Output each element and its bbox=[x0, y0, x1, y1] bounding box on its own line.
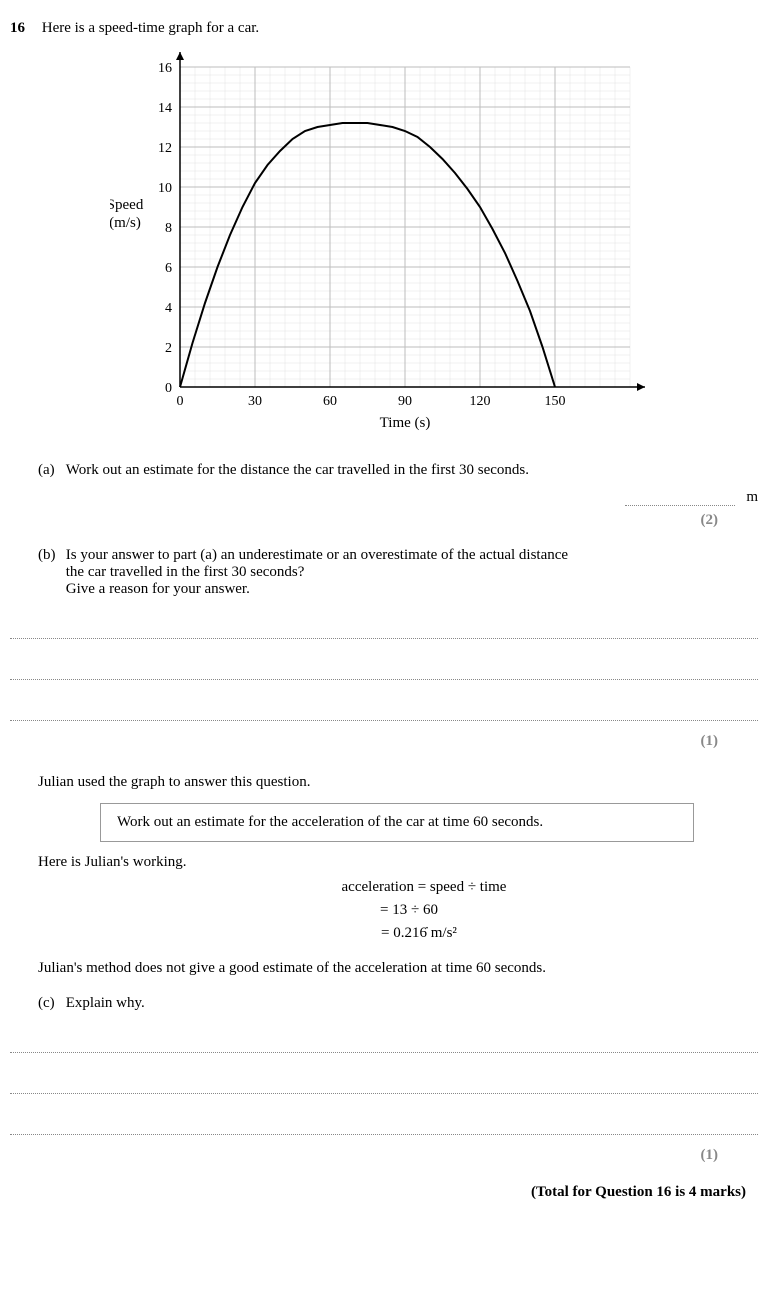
part-a-marks: (2) bbox=[10, 512, 718, 529]
answer-line-3[interactable] bbox=[10, 692, 758, 721]
answer-line-4[interactable] bbox=[10, 1024, 758, 1053]
svg-text:150: 150 bbox=[545, 394, 566, 409]
part-b-marks: (1) bbox=[10, 733, 718, 750]
part-c-letter: (c) bbox=[38, 995, 62, 1012]
svg-text:2: 2 bbox=[165, 341, 172, 356]
julian-intro: Julian used the graph to answer this que… bbox=[38, 774, 758, 791]
svg-text:14: 14 bbox=[158, 101, 172, 116]
answer-blank[interactable] bbox=[625, 490, 735, 506]
total-marks: (Total for Question 16 is 4 marks) bbox=[10, 1184, 746, 1201]
boxed-question: Work out an estimate for the acceleratio… bbox=[100, 803, 694, 842]
svg-text:12: 12 bbox=[158, 141, 172, 156]
part-b-text: Is your answer to part (a) an underestim… bbox=[66, 547, 756, 598]
answer-line-1[interactable] bbox=[10, 610, 758, 639]
svg-text:6: 6 bbox=[165, 261, 172, 276]
question-number: 16 bbox=[10, 20, 38, 37]
part-a-answer-line: m bbox=[10, 489, 758, 506]
working-line-2: = 13 ÷ 60 bbox=[10, 902, 758, 919]
svg-text:60: 60 bbox=[323, 394, 337, 409]
svg-text:10: 10 bbox=[158, 181, 172, 196]
svg-text:Time (s): Time (s) bbox=[380, 415, 431, 431]
svg-text:0: 0 bbox=[177, 394, 184, 409]
part-c: (c) Explain why. bbox=[38, 995, 758, 1012]
svg-text:90: 90 bbox=[398, 394, 412, 409]
svg-text:8: 8 bbox=[165, 221, 172, 236]
working-line-1: acceleration = speed ÷ time bbox=[10, 879, 758, 896]
part-a: (a) Work out an estimate for the distanc… bbox=[38, 462, 758, 479]
intro-text: Here is a speed-time graph for a car. bbox=[42, 20, 259, 37]
answer-line-6[interactable] bbox=[10, 1106, 758, 1135]
svg-text:Speed: Speed bbox=[110, 197, 144, 213]
part-a-letter: (a) bbox=[38, 462, 62, 479]
part-c-text: Explain why. bbox=[66, 995, 756, 1012]
answer-line-2[interactable] bbox=[10, 651, 758, 680]
answer-line-5[interactable] bbox=[10, 1065, 758, 1094]
julian-conclusion: Julian's method does not give a good est… bbox=[38, 960, 758, 977]
svg-text:16: 16 bbox=[158, 61, 172, 76]
answer-unit: m bbox=[746, 489, 758, 505]
working-line-3: = 0.216̇ m/s² bbox=[10, 925, 758, 942]
part-b-line1: Is your answer to part (a) an underestim… bbox=[66, 547, 568, 563]
part-b: (b) Is your answer to part (a) an undere… bbox=[38, 547, 758, 598]
part-c-marks: (1) bbox=[10, 1147, 718, 1164]
part-a-text: Work out an estimate for the distance th… bbox=[66, 462, 756, 479]
part-b-line3: Give a reason for your answer. bbox=[66, 581, 250, 597]
svg-text:(m/s): (m/s) bbox=[110, 215, 141, 231]
speed-time-graph: 0 30 60 90 120 150 0 2 4 6 8 10 12 14 16 Time (s) Speed (… bbox=[110, 47, 758, 442]
question-header: 16 Here is a speed-time graph for a car. bbox=[10, 20, 758, 37]
working-intro: Here is Julian's working. bbox=[38, 854, 758, 871]
part-b-line2: the car travelled in the first 30 second… bbox=[66, 564, 305, 580]
svg-text:4: 4 bbox=[165, 301, 172, 316]
part-b-letter: (b) bbox=[38, 547, 62, 564]
svg-text:0: 0 bbox=[165, 381, 172, 396]
svg-text:30: 30 bbox=[248, 394, 262, 409]
graph-svg: 0 30 60 90 120 150 0 2 4 6 8 10 12 14 16 Time (s) Speed (… bbox=[110, 47, 670, 437]
svg-text:120: 120 bbox=[470, 394, 491, 409]
